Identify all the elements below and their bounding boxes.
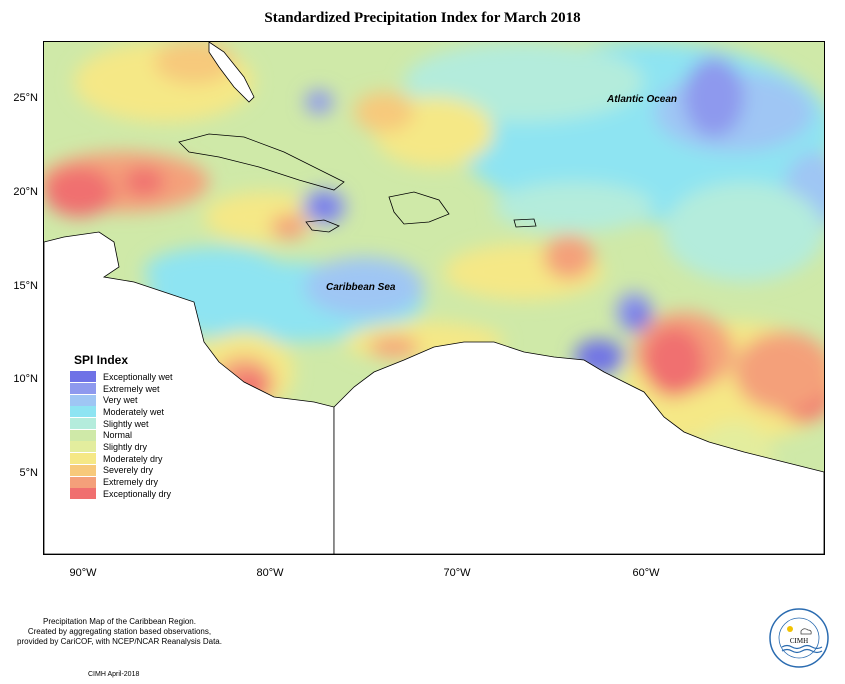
- legend-item: Moderately dry: [70, 453, 200, 465]
- legend-swatch: [70, 418, 96, 430]
- lon-label-70: 70°W: [443, 567, 471, 579]
- legend-item: Very wet: [70, 394, 200, 406]
- legend-title: SPI Index: [74, 353, 129, 367]
- legend-item: Exceptionally dry: [70, 488, 200, 500]
- caribbean-sea-label: Caribbean Sea: [326, 282, 396, 293]
- legend-swatch: [70, 429, 96, 441]
- legend-label: Normal: [103, 430, 133, 441]
- legend-item: Exceptionally wet: [70, 371, 200, 383]
- map-area[interactable]: [43, 41, 825, 555]
- credit-line-1: Precipitation Map of the Caribbean Regio…: [42, 617, 196, 626]
- lat-label-20: 20°N: [13, 186, 38, 198]
- legend-swatch: [70, 441, 96, 453]
- legend-label: Severely dry: [103, 465, 154, 476]
- legend-label: Extremely wet: [103, 383, 160, 394]
- lon-label-60: 60°W: [632, 567, 660, 579]
- lon-label-90: 90°W: [69, 567, 97, 579]
- legend-item: Slightly dry: [70, 441, 200, 453]
- legend-item: Severely dry: [70, 464, 200, 477]
- legend-item: Slightly wet: [70, 418, 200, 430]
- legend-swatch: [70, 394, 96, 406]
- legend-swatch: [70, 464, 96, 476]
- lat-label-10: 10°N: [13, 373, 38, 385]
- lat-label-25: 25°N: [13, 92, 38, 104]
- map-title: Standardized Precipitation Index for Mar…: [264, 10, 581, 26]
- atlantic-ocean-label: Atlantic Ocean: [607, 94, 678, 105]
- legend-label: Moderately wet: [103, 406, 165, 417]
- credit-line-3: provided by CariCOF, with NCEP/NCAR Rean…: [17, 637, 222, 646]
- legend-item: Extremely dry: [70, 476, 200, 488]
- legend-item: Normal: [70, 429, 200, 441]
- credit-footer: CIMH April-2018: [88, 671, 140, 678]
- precipitation-map: [44, 42, 824, 554]
- lat-label-15: 15°N: [13, 280, 38, 292]
- cimh-logo-icon: CIMH: [769, 608, 829, 668]
- legend-label: Very wet: [103, 395, 138, 406]
- legend-swatch: [70, 488, 96, 500]
- land-masses: [44, 42, 824, 554]
- lat-label-5: 5°N: [19, 467, 38, 479]
- legend-swatch: [70, 383, 96, 395]
- legend-label: Slightly dry: [103, 441, 148, 452]
- legend-label: Slightly wet: [103, 418, 149, 429]
- spi-field: [44, 42, 824, 522]
- logo-text: CIMH: [790, 637, 808, 645]
- legend-swatch: [70, 371, 96, 383]
- legend-label: Exceptionally wet: [103, 371, 173, 382]
- legend-item: Moderately wet: [70, 406, 200, 418]
- legend-label: Moderately dry: [103, 453, 163, 464]
- spi-legend: SPI Index Exceptionally wet Extremely wet…: [70, 353, 200, 500]
- credit-text: Precipitation Map of the Caribbean Regio…: [17, 617, 222, 647]
- legend-swatch: [70, 476, 96, 488]
- credit-line-2: Created by aggregating station based obs…: [27, 627, 212, 636]
- legend-item: Extremely wet: [70, 383, 200, 395]
- legend-label: Exceptionally dry: [103, 488, 172, 499]
- legend-swatch: [70, 406, 96, 418]
- legend-swatch: [70, 453, 96, 465]
- cimh-logo: CIMH: [768, 607, 830, 669]
- legend-label: Extremely dry: [103, 477, 159, 488]
- lon-label-80: 80°W: [256, 567, 284, 579]
